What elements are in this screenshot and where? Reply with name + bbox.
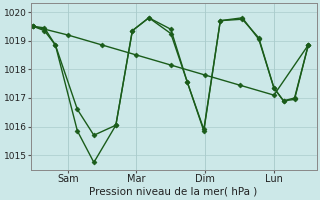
X-axis label: Pression niveau de la mer( hPa ): Pression niveau de la mer( hPa )	[90, 187, 258, 197]
